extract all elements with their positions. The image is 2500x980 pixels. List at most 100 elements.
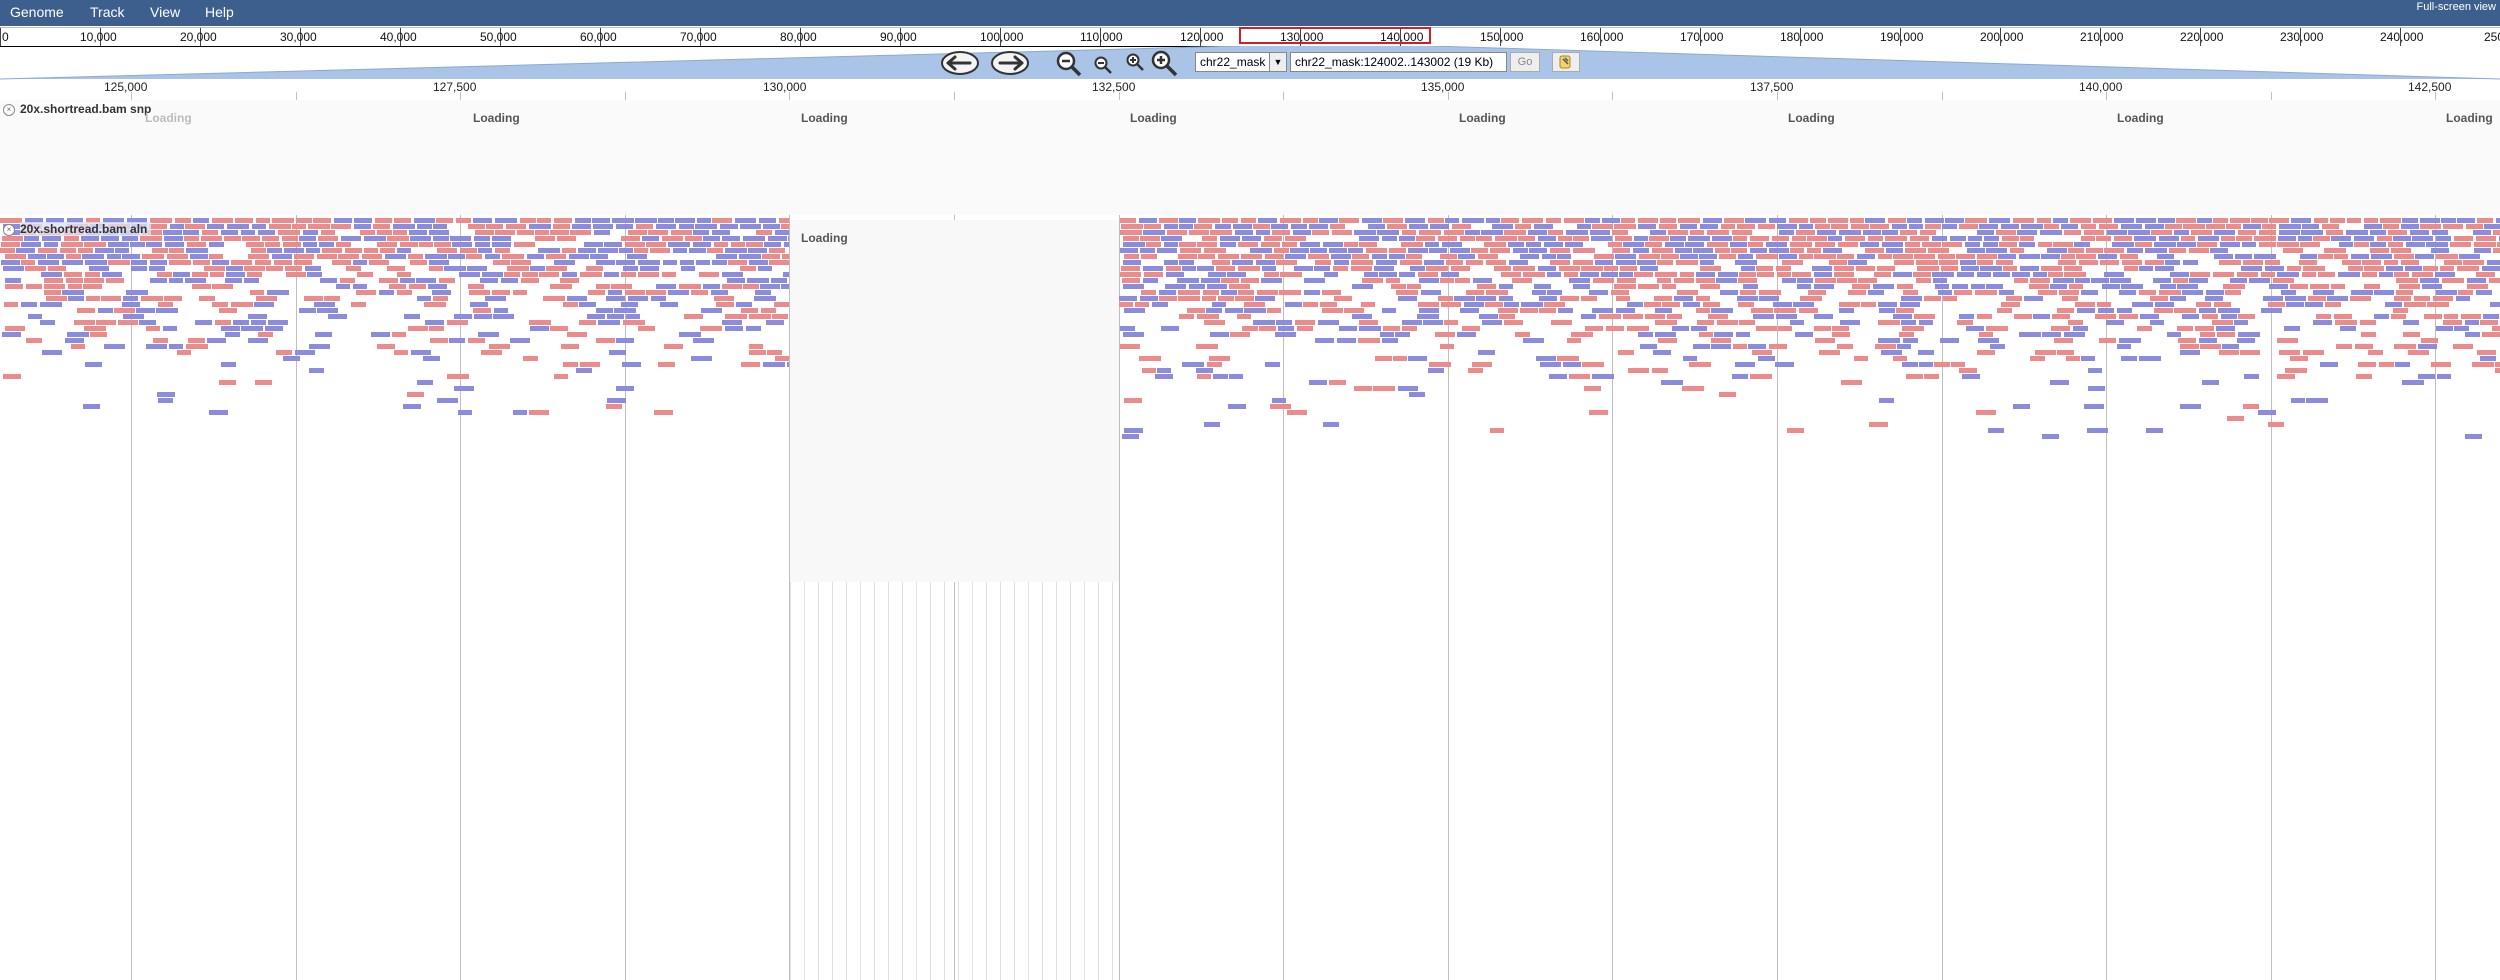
overview-tick-label: 130,000 <box>1280 30 1324 44</box>
overview-tick <box>400 28 401 46</box>
grid-line <box>460 92 461 980</box>
overview-tick <box>0 28 1 46</box>
grid-line <box>832 582 833 980</box>
grid-line <box>1112 582 1113 980</box>
overview-tick-label: 190,000 <box>1880 30 1924 44</box>
snp-loading-text: Loading <box>473 111 520 125</box>
menu-bar: Genome Track View Help Full-screen view <box>0 0 2500 26</box>
grid-line <box>1448 92 1449 980</box>
grid-line <box>1014 582 1015 980</box>
overview-tick-label: 140,000 <box>1380 30 1424 44</box>
overview-tick <box>1000 28 1001 46</box>
overview-tick-label: 250 <box>2484 30 2500 44</box>
zoom-out-small-icon[interactable] <box>1093 55 1113 75</box>
overview-tick-label: 50,000 <box>480 30 517 44</box>
pan-left-button[interactable] <box>940 50 980 76</box>
snp-loading-text: Loading <box>1788 111 1835 125</box>
detail-ruler: 125,000 127,500 130,000 132,500 135,000 137,5… <box>0 80 2500 94</box>
snp-loading-text: Loading <box>1130 111 1177 125</box>
overview-tick <box>2300 28 2301 46</box>
grid-line <box>874 582 875 980</box>
overview-tick-label: 160,000 <box>1580 30 1624 44</box>
overview-tick <box>300 28 301 46</box>
overview-tick <box>2100 28 2101 46</box>
overview-tick-label: 120,000 <box>1180 30 1224 44</box>
go-button[interactable]: Go <box>1510 52 1540 72</box>
grid-line <box>131 92 132 980</box>
overview-tick <box>2200 28 2201 46</box>
zoom-out-big-icon[interactable] <box>1055 50 1083 78</box>
grid-line <box>1070 582 1071 980</box>
overview-tick-label: 230,000 <box>2280 30 2324 44</box>
overview-tick-label: 240,000 <box>2380 30 2424 44</box>
pan-right-button[interactable] <box>990 50 1030 76</box>
grid-line <box>846 582 847 980</box>
overview-viewport-box[interactable] <box>1239 27 1431 44</box>
overview-tick <box>2400 28 2401 46</box>
overview-tick-label: 210,000 <box>2080 30 2124 44</box>
menu-view[interactable]: View <box>150 4 181 20</box>
ruler-tick-label: 142,500 <box>2408 80 2452 94</box>
zoom-in-small-icon[interactable] <box>1125 52 1147 74</box>
snp-track-label[interactable]: 20x.shortread.bam snp <box>20 102 152 116</box>
ruler-tick-label: 135,000 <box>1421 80 1465 94</box>
snp-loading-text: Loading <box>2446 111 2493 125</box>
ruler-tick-label: 127,500 <box>433 80 477 94</box>
aln-loading-text: Loading <box>801 231 848 245</box>
close-icon[interactable]: × <box>3 104 15 116</box>
grid-line <box>1098 582 1099 980</box>
link-icon <box>1559 55 1571 69</box>
grid-line <box>1028 582 1029 980</box>
grid-line <box>818 582 819 980</box>
overview-tick-label: 220,000 <box>2180 30 2224 44</box>
menu-track[interactable]: Track <box>90 4 125 20</box>
overview-tick-label: 40,000 <box>380 30 417 44</box>
overview-tick <box>200 28 201 46</box>
location-input[interactable] <box>1290 52 1507 72</box>
overview-tick-label: 110,000 <box>1080 30 1123 44</box>
ruler-tick-label: 130,000 <box>763 80 807 94</box>
snp-loading-text: Loading <box>2117 111 2164 125</box>
grid-line <box>1119 92 1120 980</box>
snp-loading-text: Loading <box>801 111 848 125</box>
zoom-in-big-icon[interactable] <box>1150 49 1180 79</box>
overview-tick-label: 100,000 <box>980 30 1024 44</box>
grid-line <box>1942 92 1943 980</box>
snp-loading-text: Loading <box>1459 111 1506 125</box>
overview-tick <box>1700 28 1701 46</box>
close-icon[interactable]: × <box>3 224 15 236</box>
overview-tick-label: 90,000 <box>880 30 917 44</box>
fullscreen-link[interactable]: Full-screen view <box>2416 1 2496 13</box>
overview-tick <box>2000 28 2001 46</box>
link-button[interactable] <box>1552 52 1580 72</box>
ruler-tick-label: 140,000 <box>2079 80 2123 94</box>
overview-tick <box>600 28 601 46</box>
overview-tick <box>700 28 701 46</box>
grid-line <box>902 582 903 980</box>
overview-tick-label: 200,000 <box>1980 30 2024 44</box>
grid-line <box>1056 582 1057 980</box>
grid-line <box>1777 92 1778 980</box>
menu-help[interactable]: Help <box>205 4 234 20</box>
overview-tick <box>1800 28 1801 46</box>
overview-tick <box>1100 28 1101 46</box>
overview-tick <box>1500 28 1501 46</box>
overview-tick <box>1900 28 1901 46</box>
alignment-loading-block <box>790 220 1119 582</box>
overview-tick <box>500 28 501 46</box>
overview-ruler[interactable]: 0 10,000 20,000 30,000 40,000 50,000 60,000 70,… <box>0 27 2500 47</box>
overview-tick-label: 30,000 <box>280 30 317 44</box>
aln-track-label[interactable]: 20x.shortread.bam aln <box>20 222 152 236</box>
reference-sequence-select[interactable]: chr22_mask ▼ <box>1195 52 1287 72</box>
overview-tick-label: 60,000 <box>580 30 617 44</box>
overview-tick-label: 80,000 <box>780 30 817 44</box>
overview-tick <box>1300 28 1301 46</box>
ruler-tick-label: 137,500 <box>1750 80 1794 94</box>
grid-line <box>296 92 297 980</box>
overview-tick-label: 170,000 <box>1680 30 1724 44</box>
chevron-down-icon[interactable]: ▼ <box>1269 53 1286 71</box>
overview-tick-label: 150,000 <box>1480 30 1524 44</box>
overview-tick <box>1400 28 1401 46</box>
overview-tick <box>800 28 801 46</box>
menu-genome[interactable]: Genome <box>10 4 64 20</box>
